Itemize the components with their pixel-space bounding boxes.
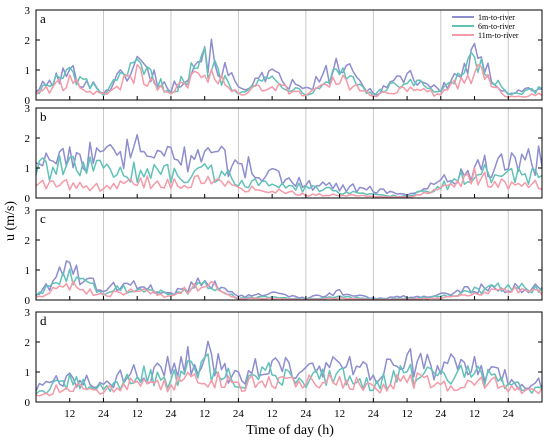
legend-entry: 1m-to-river — [478, 13, 515, 22]
panel-frame — [35, 9, 543, 101]
x-tick-label: 12 — [132, 408, 143, 420]
x-tick-label: 12 — [334, 408, 345, 420]
x-tick-label: 24 — [368, 408, 380, 420]
panel-frame — [35, 311, 543, 403]
panel-a: 0 1 2 3 a — [25, 5, 543, 107]
legend-entry: 11m-to-river — [478, 31, 519, 40]
series-line-11m-to-river — [35, 371, 543, 397]
y-tick-label: 0 — [25, 95, 31, 107]
x-tick-label: 24 — [435, 408, 447, 420]
series-line-6m-to-river — [35, 155, 543, 198]
x-tick-label: 12 — [64, 408, 75, 420]
y-tick-label: 1 — [25, 65, 31, 77]
y-tick-label: 1 — [25, 367, 31, 379]
x-tick-label: 24 — [300, 408, 312, 420]
x-tick-label: 24 — [503, 408, 515, 420]
series-line-11m-to-river — [35, 167, 543, 199]
series-line-1m-to-river — [35, 38, 542, 96]
y-tick-label: 3 — [25, 307, 31, 319]
x-tick-label: 12 — [199, 408, 210, 420]
panel-frame — [35, 209, 543, 301]
x-tick-label: 12 — [402, 408, 413, 420]
x-tick-label: 24 — [165, 408, 177, 420]
y-tick-label: 0 — [25, 193, 31, 205]
series-line-1m-to-river — [35, 260, 543, 300]
x-tick-label: 12 — [267, 408, 278, 420]
y-tick-label: 3 — [25, 205, 31, 217]
y-tick-label: 1 — [25, 163, 31, 175]
legend-entry: 6m-to-river — [478, 22, 515, 31]
panel-c: 0 1 2 3 c — [25, 205, 543, 307]
y-tick-label: 0 — [25, 397, 31, 409]
y-tick-label: 1 — [25, 265, 31, 277]
series-line-6m-to-river — [35, 46, 543, 98]
series-line-11m-to-river — [35, 280, 543, 301]
series-line-1m-to-river — [35, 133, 543, 197]
panel-label: a — [40, 11, 46, 26]
y-tick-label: 3 — [25, 5, 31, 17]
panel-b: 0 1 2 3 b — [25, 103, 543, 205]
x-tick-label: 24 — [98, 408, 110, 420]
panel-label: c — [40, 211, 46, 226]
series-line-11m-to-river — [35, 63, 543, 99]
y-tick-label: 2 — [25, 133, 31, 145]
y-axis-title: u (m/s) — [3, 201, 18, 241]
y-tick-label: 0 — [25, 295, 31, 307]
y-tick-label: 3 — [25, 103, 31, 115]
panel-label: b — [40, 109, 47, 124]
series-line-1m-to-river — [35, 340, 543, 392]
x-tick-label: 12 — [469, 408, 480, 420]
x-axis-title: Time of day (h) — [246, 423, 334, 438]
y-tick-label: 2 — [25, 337, 31, 349]
panel-frame — [35, 107, 543, 199]
x-tick-label: 24 — [233, 408, 245, 420]
y-tick-label: 2 — [25, 235, 31, 247]
panel-label: d — [40, 313, 47, 328]
y-tick-label: 2 — [25, 35, 31, 47]
